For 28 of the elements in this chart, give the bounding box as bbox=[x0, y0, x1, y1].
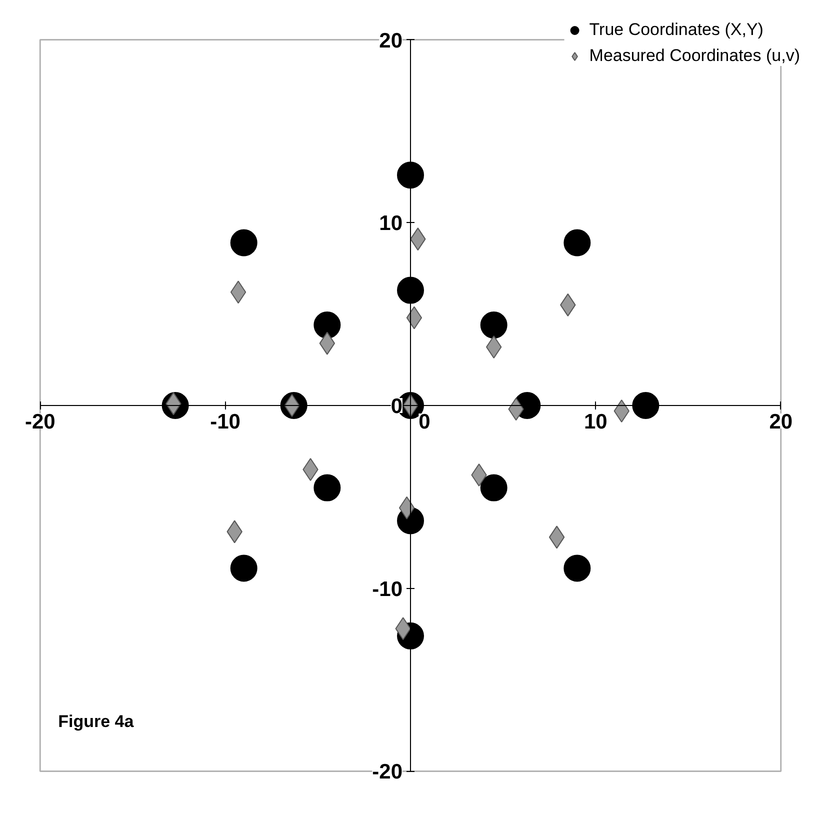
point bbox=[548, 526, 565, 549]
point bbox=[397, 276, 424, 304]
point bbox=[398, 496, 415, 520]
y-tick-label: -20 bbox=[372, 760, 403, 784]
x-tick-label: 20 bbox=[769, 410, 793, 434]
point bbox=[564, 229, 591, 256]
x-tick-label: 0 bbox=[418, 410, 430, 434]
point bbox=[480, 312, 508, 339]
point bbox=[480, 474, 508, 502]
point bbox=[632, 392, 660, 419]
y-tick-label: 10 bbox=[379, 212, 402, 236]
annotation: Figure 4a bbox=[58, 712, 134, 732]
legend-label: Measured Coordinates (u,v) bbox=[589, 46, 800, 66]
point bbox=[406, 306, 422, 330]
y-tick-label: 0 bbox=[390, 395, 403, 418]
legend-label: True Coordinates (X,Y) bbox=[589, 20, 764, 40]
x-tick-label: -20 bbox=[24, 410, 56, 434]
point bbox=[230, 554, 258, 582]
point bbox=[564, 554, 591, 582]
x-tick-label: -10 bbox=[210, 410, 240, 434]
y-tick-label: 20 bbox=[379, 29, 402, 52]
point bbox=[314, 312, 341, 339]
point bbox=[397, 162, 424, 189]
point bbox=[314, 474, 341, 502]
x-tick-label: 10 bbox=[584, 410, 608, 434]
y-tick-label: -10 bbox=[372, 578, 403, 601]
point bbox=[230, 280, 246, 304]
point bbox=[230, 229, 258, 256]
